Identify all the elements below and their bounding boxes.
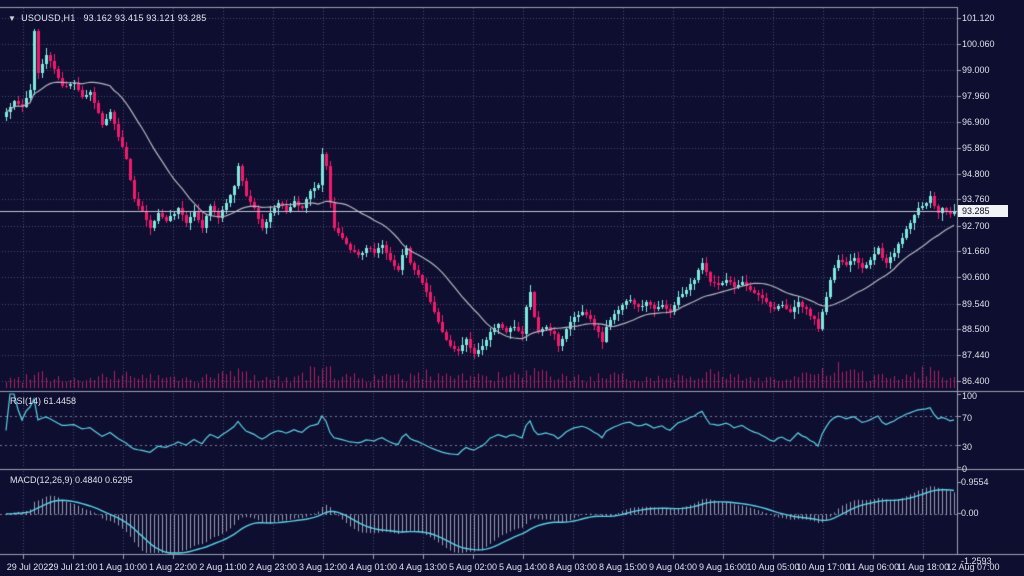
- price-axis-label: 88.500: [962, 324, 990, 334]
- time-axis-label: 10 Aug 05:00: [746, 562, 800, 572]
- time-axis-label: 11 Aug 06:00: [846, 562, 900, 572]
- time-axis-label: 5 Aug 02:00: [448, 562, 498, 572]
- rsi-scale-label: 30: [962, 442, 973, 452]
- chevron-down-icon[interactable]: ▼: [8, 14, 17, 23]
- price-axis-label: 99.000: [962, 65, 990, 75]
- price-axis-label: 86.400: [962, 376, 990, 386]
- rsi-scale-label: 70: [962, 413, 973, 423]
- time-axis-label: 2 Aug 11:00: [199, 562, 247, 572]
- price-axis-label: 95.860: [962, 143, 990, 153]
- time-axis-label: 9 Aug 16:00: [698, 562, 748, 572]
- price-axis-label: 90.600: [962, 272, 990, 282]
- time-axis-label: 2 Aug 23:00: [248, 562, 298, 572]
- time-axis-label: 29 Jul 21:00: [48, 562, 98, 572]
- time-axis-label: 3 Aug 12:00: [298, 562, 348, 572]
- symbol-info-bar: ▼ USOUSD,H1 93.162 93.415 93.121 93.285: [8, 13, 206, 24]
- price-axis-label: 101.120: [962, 13, 995, 23]
- macd-indicator-label: MACD(12,26,9) 0.4840 0.6295: [10, 475, 133, 485]
- time-axis-label: 10 Aug 17:00: [796, 562, 850, 572]
- time-axis-label: 12 Aug 07:00: [946, 562, 1000, 572]
- time-axis-label: 1 Aug 22:00: [148, 562, 198, 572]
- time-axis-label: 1 Aug 10:00: [98, 562, 148, 572]
- time-axis-label: 4 Aug 13:00: [398, 562, 448, 572]
- macd-scale-label: 0.9554: [961, 477, 989, 487]
- price-axis-label: 91.660: [962, 246, 990, 256]
- time-axis-label: 9 Aug 04:00: [648, 562, 698, 572]
- time-axis-label: 29 Jul 2022: [6, 562, 54, 572]
- price-axis-label: 89.540: [962, 299, 990, 309]
- time-axis-label: 8 Aug 15:00: [598, 562, 648, 572]
- price-axis-label: 96.900: [962, 117, 990, 127]
- current-price-tag: 93.285: [958, 205, 1008, 217]
- price-axis-label: 94.800: [962, 169, 990, 179]
- macd-scale-label: 0.00: [961, 508, 979, 518]
- time-axis-label: 8 Aug 03:00: [548, 562, 598, 572]
- rsi-scale-label: 0: [962, 464, 968, 474]
- symbol-title: USOUSD,H1: [21, 13, 76, 23]
- price-axis-label: 93.760: [962, 194, 990, 204]
- price-axis-label: 87.440: [962, 350, 990, 360]
- price-axis-label: 92.700: [962, 221, 990, 231]
- ohlc-readout: 93.162 93.415 93.121 93.285: [83, 13, 207, 23]
- macd-scale-label: -1.2593: [961, 556, 992, 566]
- time-axis-label: 5 Aug 14:00: [498, 562, 548, 572]
- price-axis-label: 100.060: [962, 39, 995, 49]
- rsi-scale-label: 100: [962, 391, 978, 401]
- price-axis-label: 97.960: [962, 91, 990, 101]
- time-axis-label: 11 Aug 18:00: [896, 562, 950, 572]
- time-axis-label: 4 Aug 01:00: [348, 562, 398, 572]
- rsi-indicator-label: RSI(14) 61.4458: [10, 396, 77, 406]
